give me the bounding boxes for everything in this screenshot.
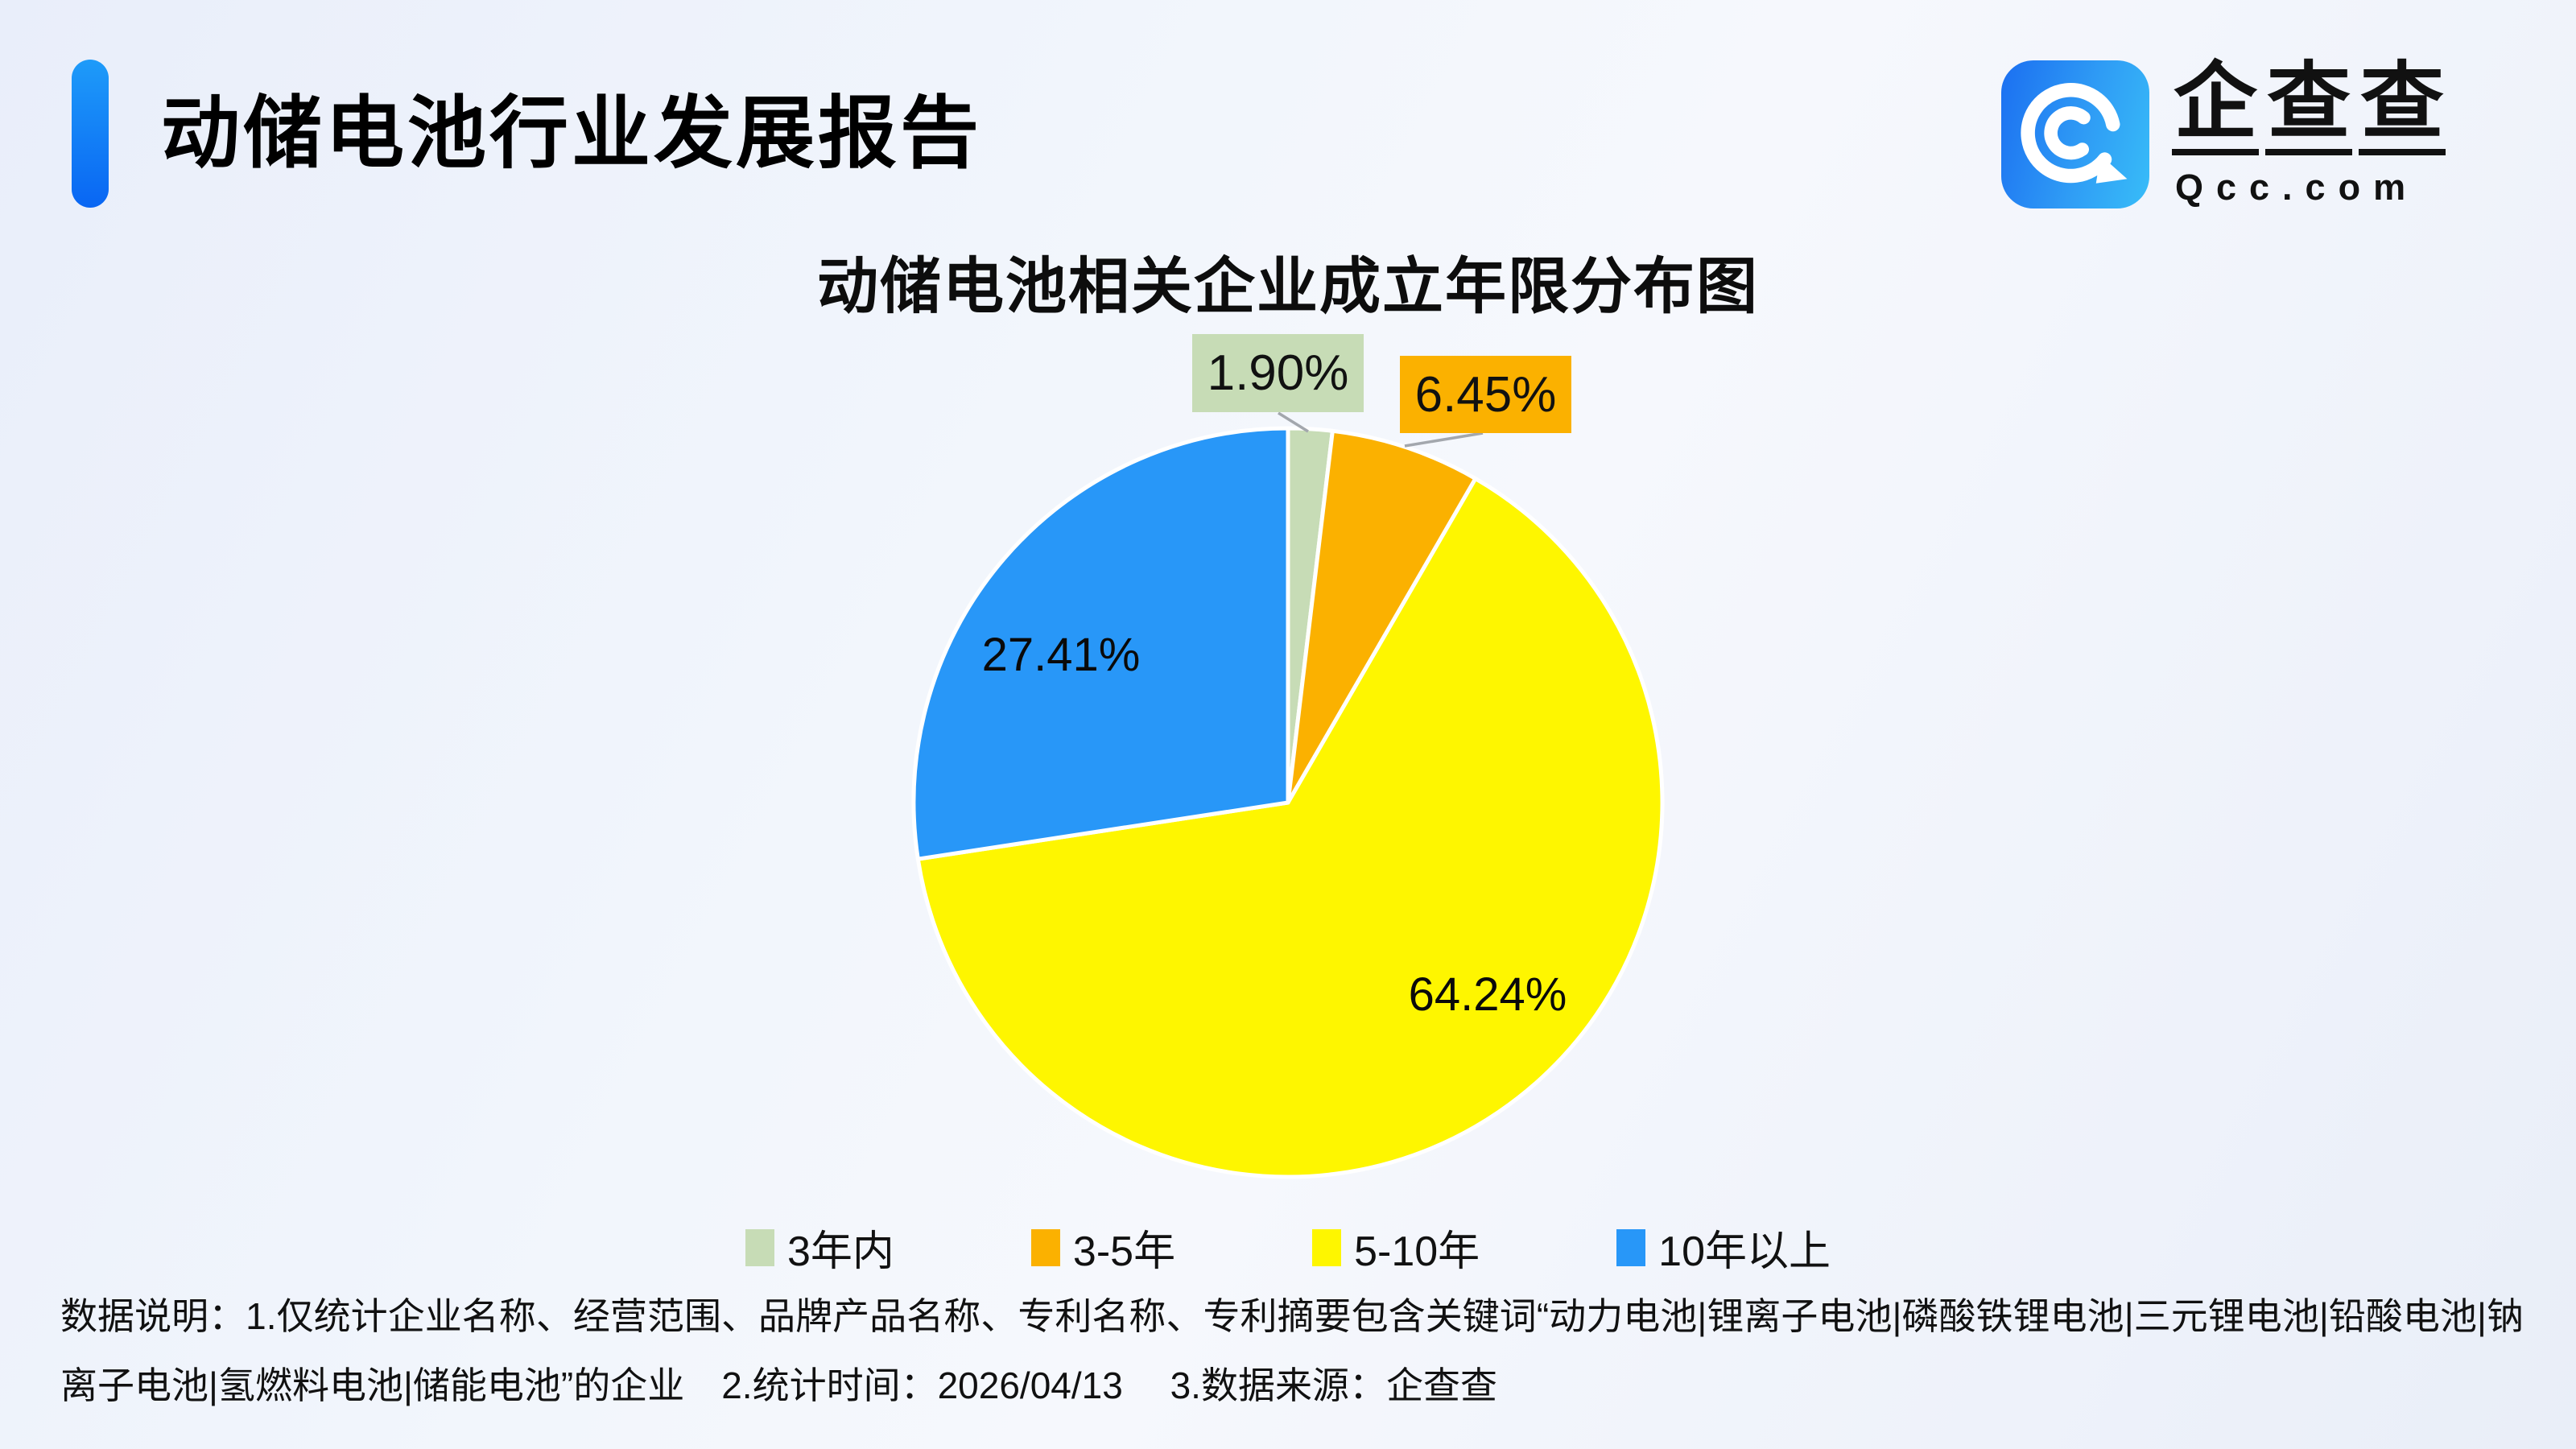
legend-item-5-10-years: 5-10年 (1312, 1217, 1480, 1278)
legend-label-3-5-years: 3-5年 (1072, 1228, 1176, 1275)
pie-slice-3-5年 (1286, 428, 1478, 805)
callout-box-3-5-years: 6.45% (1400, 356, 1571, 433)
qcc-magnifier-icon (2001, 60, 2149, 208)
data-note: 数据说明：1.仅统计企业名称、经营范围、品牌产品名称、专利名称、专利摘要包含关键… (60, 1295, 2524, 1407)
qcc-logo-text: 企 查 查 Qcc.com (2172, 60, 2452, 208)
legend-marker-5-10-years (1312, 1228, 1342, 1266)
brand-char: 查 (2359, 60, 2446, 155)
slice-label-over-10-years: 27.41% (981, 629, 1141, 681)
legend-item-3-5-years: 3-5年 (1030, 1217, 1176, 1278)
leader-line-3-years (1278, 411, 1309, 433)
qcc-logo: 企 查 查 Qcc.com (2001, 60, 2452, 208)
chart-legend: 3年内 3-5年 5-10年 10年以上 (0, 1217, 2576, 1278)
pie-chart (911, 411, 1665, 1179)
legend-item-3-years: 3年内 (745, 1217, 894, 1278)
legend-marker-3-5-years (1030, 1228, 1060, 1266)
legend-label-5-10-years: 5-10年 (1354, 1228, 1480, 1275)
brand-name: 企 查 查 (2172, 60, 2452, 155)
chart-title: 动储电池相关企业成立年限分布图 (817, 253, 1759, 321)
leader-line-3-5-years (1404, 431, 1484, 448)
legend-label-over-10-years: 10年以上 (1658, 1228, 1831, 1275)
legend-label-3-years: 3年内 (786, 1228, 894, 1275)
brand-domain: Qcc.com (2175, 167, 2419, 208)
callout-box-3-years: 1.90% (1192, 334, 1364, 412)
page-title: 动储电池行业发展报告 (161, 89, 983, 177)
slice-label-5-10-years: 64.24% (1408, 968, 1567, 1021)
legend-marker-over-10-years (1616, 1228, 1646, 1266)
pie-slice-10年以上 (911, 426, 1290, 861)
title-accent-bar (72, 60, 109, 208)
pie-slice-5-10年 (915, 477, 1665, 1179)
brand-char: 企 (2172, 60, 2260, 155)
brand-char: 查 (2265, 60, 2353, 155)
legend-marker-3-years (745, 1228, 774, 1266)
legend-item-over-10-years: 10年以上 (1616, 1217, 1831, 1278)
pie-slices (911, 426, 1665, 1179)
